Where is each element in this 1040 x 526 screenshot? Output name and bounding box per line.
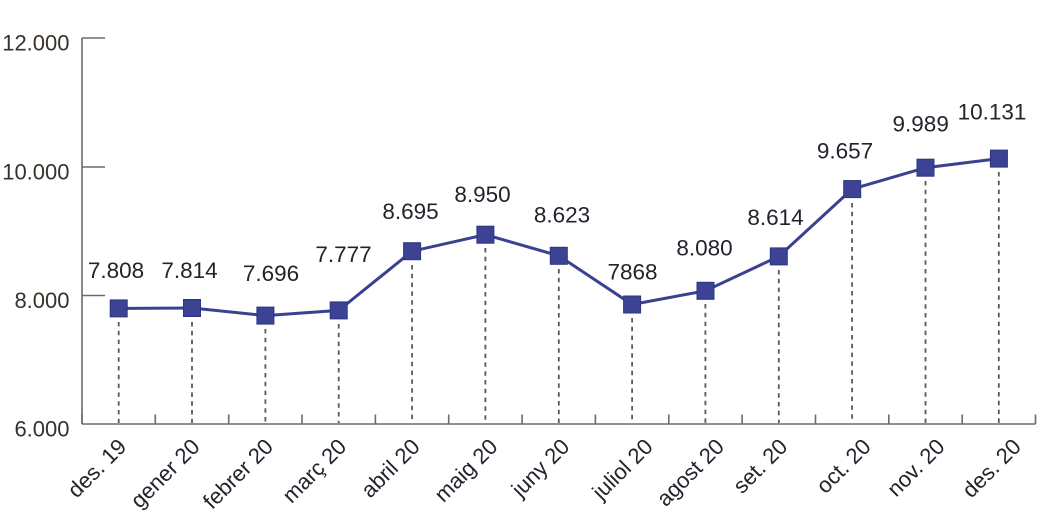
svg-text:9.989: 9.989 [893, 112, 949, 137]
svg-text:10.131: 10.131 [958, 100, 1027, 125]
svg-text:7.696: 7.696 [243, 261, 299, 286]
svg-text:8.623: 8.623 [534, 203, 590, 228]
svg-text:6.000: 6.000 [14, 417, 69, 442]
svg-text:8.080: 8.080 [676, 236, 732, 261]
svg-text:7.808: 7.808 [88, 258, 144, 283]
svg-text:8.000: 8.000 [14, 288, 69, 313]
svg-text:10.000: 10.000 [2, 160, 69, 185]
svg-text:7.777: 7.777 [315, 242, 371, 267]
svg-text:7868: 7868 [607, 260, 657, 285]
svg-text:12.000: 12.000 [2, 31, 69, 56]
svg-text:8.614: 8.614 [747, 205, 803, 230]
svg-text:9.657: 9.657 [817, 139, 873, 164]
svg-text:8.950: 8.950 [454, 182, 510, 207]
svg-text:7.814: 7.814 [161, 258, 217, 283]
svg-text:8.695: 8.695 [382, 199, 438, 224]
